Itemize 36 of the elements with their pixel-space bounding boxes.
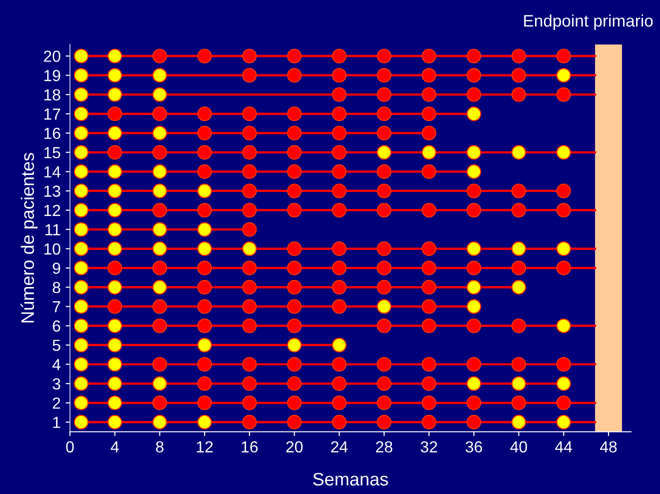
x-tick-label: 12 (196, 441, 213, 452)
y-tick-label: 8 (52, 282, 60, 294)
y-tick-label: 17 (44, 108, 60, 120)
x-tick-label: 24 (331, 441, 348, 452)
y-tick-label: 1 (53, 416, 60, 428)
y-tick-label: 20 (44, 50, 60, 62)
y-tick-label: 10 (44, 243, 60, 255)
y-tick-label: 12 (44, 204, 60, 216)
x-tick-label: 28 (376, 441, 392, 453)
x-tick-label: 8 (156, 441, 164, 453)
y-tick-label: 18 (44, 89, 60, 101)
y-tick-label: 3 (52, 378, 60, 390)
y-tick-label: 16 (44, 128, 60, 140)
y-tick-label: 15 (44, 147, 60, 158)
y-tick-label: 5 (52, 340, 60, 351)
x-tick-label: 36 (466, 441, 482, 453)
y-tick-label: 19 (44, 70, 60, 82)
x-tick-label: 44 (555, 441, 572, 452)
y-tick-label: 14 (44, 166, 60, 178)
x-tick-label: 4 (110, 441, 119, 452)
x-tick-label: 0 (66, 441, 74, 453)
y-axis-title: Número de pacientes (20, 152, 38, 322)
band-label: Endpoint primario (524, 14, 653, 30)
x-tick-label: 48 (600, 441, 617, 453)
y-tick-label: 9 (52, 262, 60, 274)
y-tick-label: 6 (52, 320, 60, 332)
y-tick-label: 4 (52, 359, 60, 370)
x-tick-label: 32 (420, 441, 438, 453)
x-axis-title: Semanas (313, 472, 388, 486)
y-tick-label: 2 (52, 397, 60, 409)
x-tick-label: 16 (242, 441, 258, 453)
y-tick-label: 7 (52, 301, 60, 312)
y-tick-label: 11 (46, 224, 60, 236)
x-tick-label: 40 (510, 441, 528, 453)
y-tick-label: 13 (44, 186, 60, 197)
x-tick-label: 20 (286, 441, 303, 453)
